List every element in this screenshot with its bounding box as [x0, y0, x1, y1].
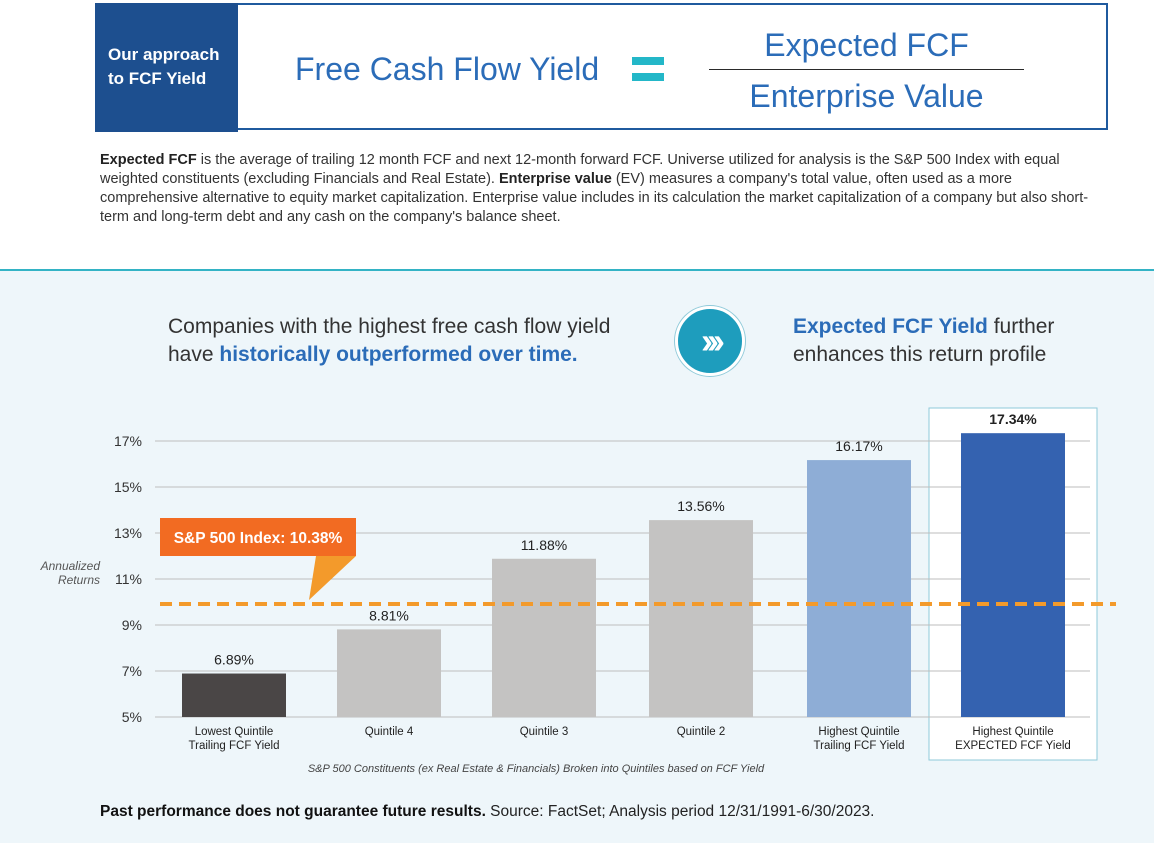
- bar: [337, 629, 441, 717]
- bar: [807, 460, 911, 717]
- headline-left-prefix: have: [168, 343, 220, 366]
- formula-lhs: Free Cash Flow Yield: [295, 51, 600, 87]
- footer-note: Past performance does not guarantee futu…: [100, 803, 875, 821]
- footer-bold: Past performance does not guarantee futu…: [100, 803, 486, 820]
- approach-label-line1: Our approach: [108, 45, 220, 64]
- footer-source: Source: FactSet; Analysis period 12/31/1…: [485, 803, 875, 820]
- headline-right-emphasis: Expected FCF Yield: [793, 315, 988, 338]
- reference-callout-label: S&P 500 Index: 10.38%: [174, 530, 343, 547]
- x-tick-label: Quintile 2: [677, 726, 726, 738]
- x-axis-title: S&P 500 Constituents (ex Real Estate & F…: [307, 763, 765, 775]
- y-axis-title-line2: Returns: [57, 573, 100, 587]
- bar-value-label: 17.34%: [989, 411, 1037, 427]
- x-tick-label: Highest Quintile: [818, 726, 899, 738]
- y-tick-label: 17%: [114, 433, 142, 449]
- x-tick-label: Highest Quintile: [972, 726, 1053, 738]
- section-divider: [0, 269, 1154, 271]
- y-tick-label: 13%: [114, 525, 142, 541]
- bar-value-label: 6.89%: [214, 652, 254, 668]
- headline-left-line1: Companies with the highest free cash flo…: [168, 315, 611, 338]
- formula-box: Our approach to FCF Yield Free Cash Flow…: [95, 3, 1108, 132]
- bar-value-label: 8.81%: [369, 607, 409, 623]
- headline-left: Companies with the highest free cash flo…: [168, 313, 610, 369]
- x-tick-label: Quintile 3: [520, 726, 569, 738]
- equals-icon: [632, 57, 664, 89]
- x-tick-label: Quintile 4: [365, 726, 414, 738]
- y-tick-label: 7%: [122, 663, 142, 679]
- x-tick-label: Trailing FCF Yield: [189, 740, 280, 752]
- bar-value-label: 13.56%: [677, 498, 724, 514]
- y-tick-label: 15%: [114, 479, 142, 495]
- bar-value-label: 11.88%: [521, 537, 567, 553]
- approach-label: Our approach to FCF Yield: [95, 3, 238, 132]
- formula-denominator: Enterprise Value: [749, 78, 984, 114]
- definition-text: Expected FCF is the average of trailing …: [100, 151, 1090, 227]
- definition-text-1: is the average of trailing 12 month FCF …: [100, 152, 1060, 187]
- y-axis-title: Annualized Returns: [20, 559, 100, 587]
- double-chevron-glyph: ›››: [701, 320, 725, 361]
- reference-callout: [160, 518, 356, 556]
- definition-term-enterprise-value: Enterprise value: [498, 171, 612, 187]
- fraction-bar: [709, 69, 1024, 70]
- y-axis-title-line1: Annualized: [40, 559, 100, 573]
- headline-right: Expected FCF Yield further enhances this…: [793, 313, 1054, 369]
- headline-right-suffix: further: [987, 315, 1055, 338]
- definition-term-expected-fcf: Expected FCF: [100, 152, 197, 168]
- bar: [182, 673, 286, 717]
- x-tick-label: Lowest Quintile: [195, 726, 274, 738]
- formula-numerator: Expected FCF: [764, 27, 969, 63]
- y-tick-label: 5%: [122, 709, 142, 725]
- callout-pointer: [309, 556, 356, 600]
- bar: [649, 520, 753, 717]
- headline-left-emphasis: historically outperformed over time.: [219, 343, 578, 366]
- double-chevron-right-icon: ›››: [675, 306, 745, 376]
- y-tick-label: 9%: [122, 617, 142, 633]
- x-tick-label: EXPECTED FCF Yield: [955, 740, 1071, 752]
- y-tick-label: 11%: [115, 571, 142, 587]
- bar: [961, 433, 1065, 717]
- x-tick-label: Trailing FCF Yield: [814, 740, 905, 752]
- approach-label-line2: to FCF Yield: [108, 69, 207, 88]
- definition-text-2: (EV) measures a company's total value, o…: [100, 171, 1089, 225]
- headline-right-line2: enhances this return profile: [793, 343, 1047, 366]
- bar-value-label: 16.17%: [835, 438, 882, 454]
- bar: [492, 558, 596, 717]
